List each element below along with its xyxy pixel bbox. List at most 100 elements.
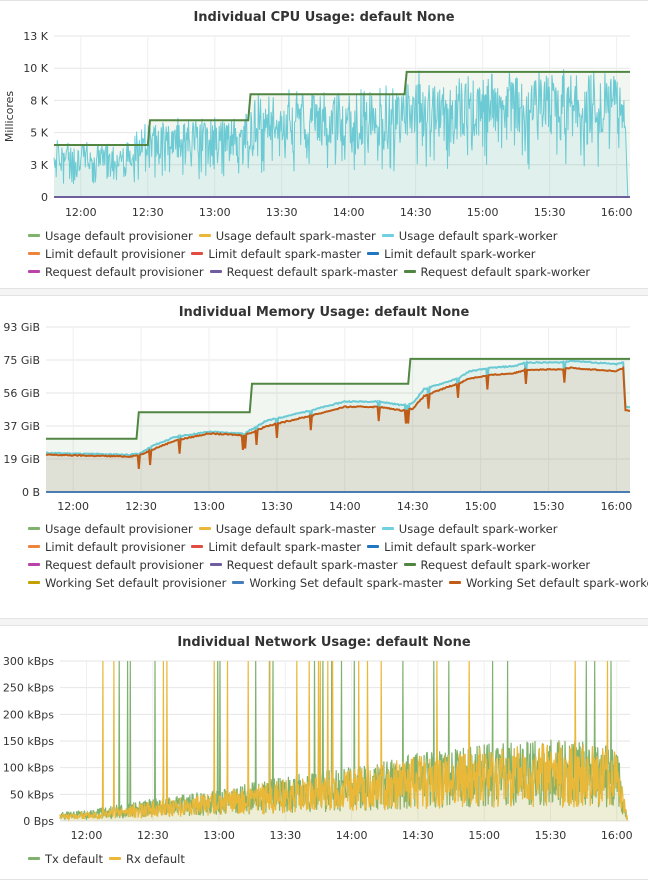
legend-label: Request default provisioner	[45, 558, 204, 572]
legend-item[interactable]: Request default provisioner	[28, 263, 204, 281]
legend-label: Request default provisioner	[45, 265, 204, 279]
legend-swatch	[191, 545, 204, 548]
x-tick-label: 12:00	[57, 500, 89, 513]
x-tick-label: 13:00	[199, 206, 231, 219]
legend-label: Limit default spark-worker	[384, 540, 536, 554]
y-tick-label: 93 GiB	[3, 321, 40, 334]
legend-swatch	[191, 252, 204, 255]
legend-swatch	[209, 563, 222, 566]
y-tick-label: 56 GiB	[3, 387, 40, 400]
x-tick-label: 13:30	[269, 829, 301, 842]
x-tick-label: 13:30	[266, 206, 298, 219]
x-tick-label: 14:00	[329, 500, 361, 513]
legend-item[interactable]: Limit default spark-worker	[367, 538, 536, 556]
legend-item[interactable]: Usage default spark-master	[198, 520, 376, 538]
legend-item[interactable]: Usage default provisioner	[28, 227, 193, 245]
legend-label: Tx default	[45, 852, 103, 866]
series-line	[54, 70, 630, 146]
legend-item[interactable]: Request default spark-worker	[403, 556, 591, 574]
x-tick-label: 15:00	[468, 829, 500, 842]
legend-row: Tx default Rx default	[28, 850, 644, 868]
legend-item[interactable]: Usage default spark-worker	[381, 520, 558, 538]
x-tick-label: 12:00	[65, 206, 97, 219]
legend-item[interactable]: Usage default spark-master	[198, 227, 376, 245]
legend-item[interactable]: Working Set default spark-master	[232, 574, 443, 592]
network-panel: Individual Network Usage: default None 0…	[0, 625, 648, 880]
legend-item[interactable]: Limit default provisioner	[28, 245, 185, 263]
legend-label: Limit default spark-master	[208, 247, 362, 261]
x-tick-label: 15:30	[535, 829, 567, 842]
legend-item[interactable]: Tx default	[28, 850, 103, 868]
series-fill	[54, 71, 630, 197]
legend-swatch	[28, 252, 40, 255]
x-tick-label: 14:30	[397, 500, 429, 513]
y-tick-label: 300 kBps	[3, 655, 54, 668]
series-fill	[46, 360, 630, 492]
x-tick-label: 13:00	[193, 500, 225, 513]
legend-item[interactable]: Request default spark-master	[209, 556, 398, 574]
legend-row: Working Set default provisioner Working S…	[28, 574, 648, 592]
legend-label: Usage default spark-master	[215, 522, 376, 536]
legend-swatch	[108, 857, 121, 860]
cpu-panel: Individual CPU Usage: default None 0 3 K 5…	[0, 0, 648, 289]
legend-item[interactable]: Limit default spark-worker	[367, 245, 536, 263]
chart-legend: Usage default provisioner Usage default s…	[28, 227, 644, 281]
x-tick-label: 13:30	[261, 500, 293, 513]
legend-item[interactable]: Request default spark-master	[209, 263, 398, 281]
legend-item[interactable]: Rx default	[108, 850, 185, 868]
legend-label: Rx default	[125, 852, 185, 866]
x-tick-label: 14:30	[400, 206, 432, 219]
x-tick-label: 16:00	[601, 500, 633, 513]
legend-item[interactable]: Request default provisioner	[28, 556, 204, 574]
legend-swatch	[232, 581, 245, 584]
legend-swatch	[381, 234, 394, 237]
legend-item[interactable]: Limit default spark-master	[191, 538, 361, 556]
legend-swatch	[28, 234, 40, 237]
legend-swatch	[28, 545, 40, 548]
legend-label: Usage default provisioner	[45, 229, 193, 243]
network-chart[interactable]: 0 Bps 50 kBps 100 kBps 150 kBps 200 kBps 250 …	[0, 650, 648, 850]
x-tick-label: 12:00	[71, 829, 103, 842]
y-tick-label: 250 kBps	[3, 682, 54, 695]
chart-legend: Tx default Rx default	[28, 850, 644, 868]
legend-label: Request default spark-worker	[420, 265, 591, 279]
panel-title: Individual Memory Usage: default None	[178, 305, 470, 320]
legend-label: Request default spark-worker	[420, 558, 591, 572]
legend-label: Limit default spark-worker	[384, 247, 536, 261]
panel-title: Individual Network Usage: default None	[177, 635, 471, 650]
series-line	[53, 69, 629, 198]
x-tick-label: 15:00	[465, 500, 497, 513]
legend-label: Usage default spark-master	[215, 229, 376, 243]
legend-label: Usage default spark-worker	[398, 522, 558, 536]
memory-chart[interactable]: 0 B 19 GiB 37 GiB 56 GiB 75 GiB 93 GiB 12:00 12…	[0, 320, 648, 542]
legend-swatch	[28, 857, 40, 860]
legend-item[interactable]: Working Set default spark-worker	[449, 574, 648, 592]
x-tick-label: 12:30	[132, 206, 164, 219]
legend-label: Working Set default spark-worker	[466, 576, 648, 590]
legend-swatch	[198, 527, 211, 530]
legend-item[interactable]: Usage default provisioner	[28, 520, 193, 538]
legend-row: Request default provisioner Request defau…	[28, 263, 644, 281]
y-tick-label: 150 kBps	[3, 735, 54, 748]
legend-label: Usage default provisioner	[45, 522, 193, 536]
legend-row: Limit default provisioner Limit default s…	[28, 245, 644, 263]
y-axis-label: Millicores	[3, 91, 16, 143]
x-tick-label: 16:00	[601, 829, 633, 842]
y-tick-label: 200 kBps	[3, 708, 54, 721]
y-tick-label: 0 B	[22, 486, 40, 499]
x-tick-label: 15:30	[534, 206, 566, 219]
series-fill	[46, 367, 630, 492]
y-tick-label: 5 K	[30, 127, 48, 140]
cpu-chart[interactable]: 0 3 K 5 K 8 K 10 K 13 K 12:00 12:30 13:00 13:30 14…	[0, 25, 648, 250]
y-tick-label: 10 K	[23, 62, 48, 75]
y-tick-label: 8 K	[30, 94, 48, 107]
legend-swatch	[28, 270, 40, 273]
legend-item[interactable]: Limit default spark-master	[191, 245, 361, 263]
legend-item[interactable]: Request default spark-worker	[403, 263, 591, 281]
panel-title: Individual CPU Usage: default None	[193, 10, 455, 25]
legend-item[interactable]: Limit default provisioner	[28, 538, 185, 556]
legend-item[interactable]: Working Set default provisioner	[28, 574, 226, 592]
y-tick-label: 3 K	[30, 159, 48, 172]
legend-label: Request default spark-master	[226, 558, 398, 572]
legend-item[interactable]: Usage default spark-worker	[381, 227, 558, 245]
